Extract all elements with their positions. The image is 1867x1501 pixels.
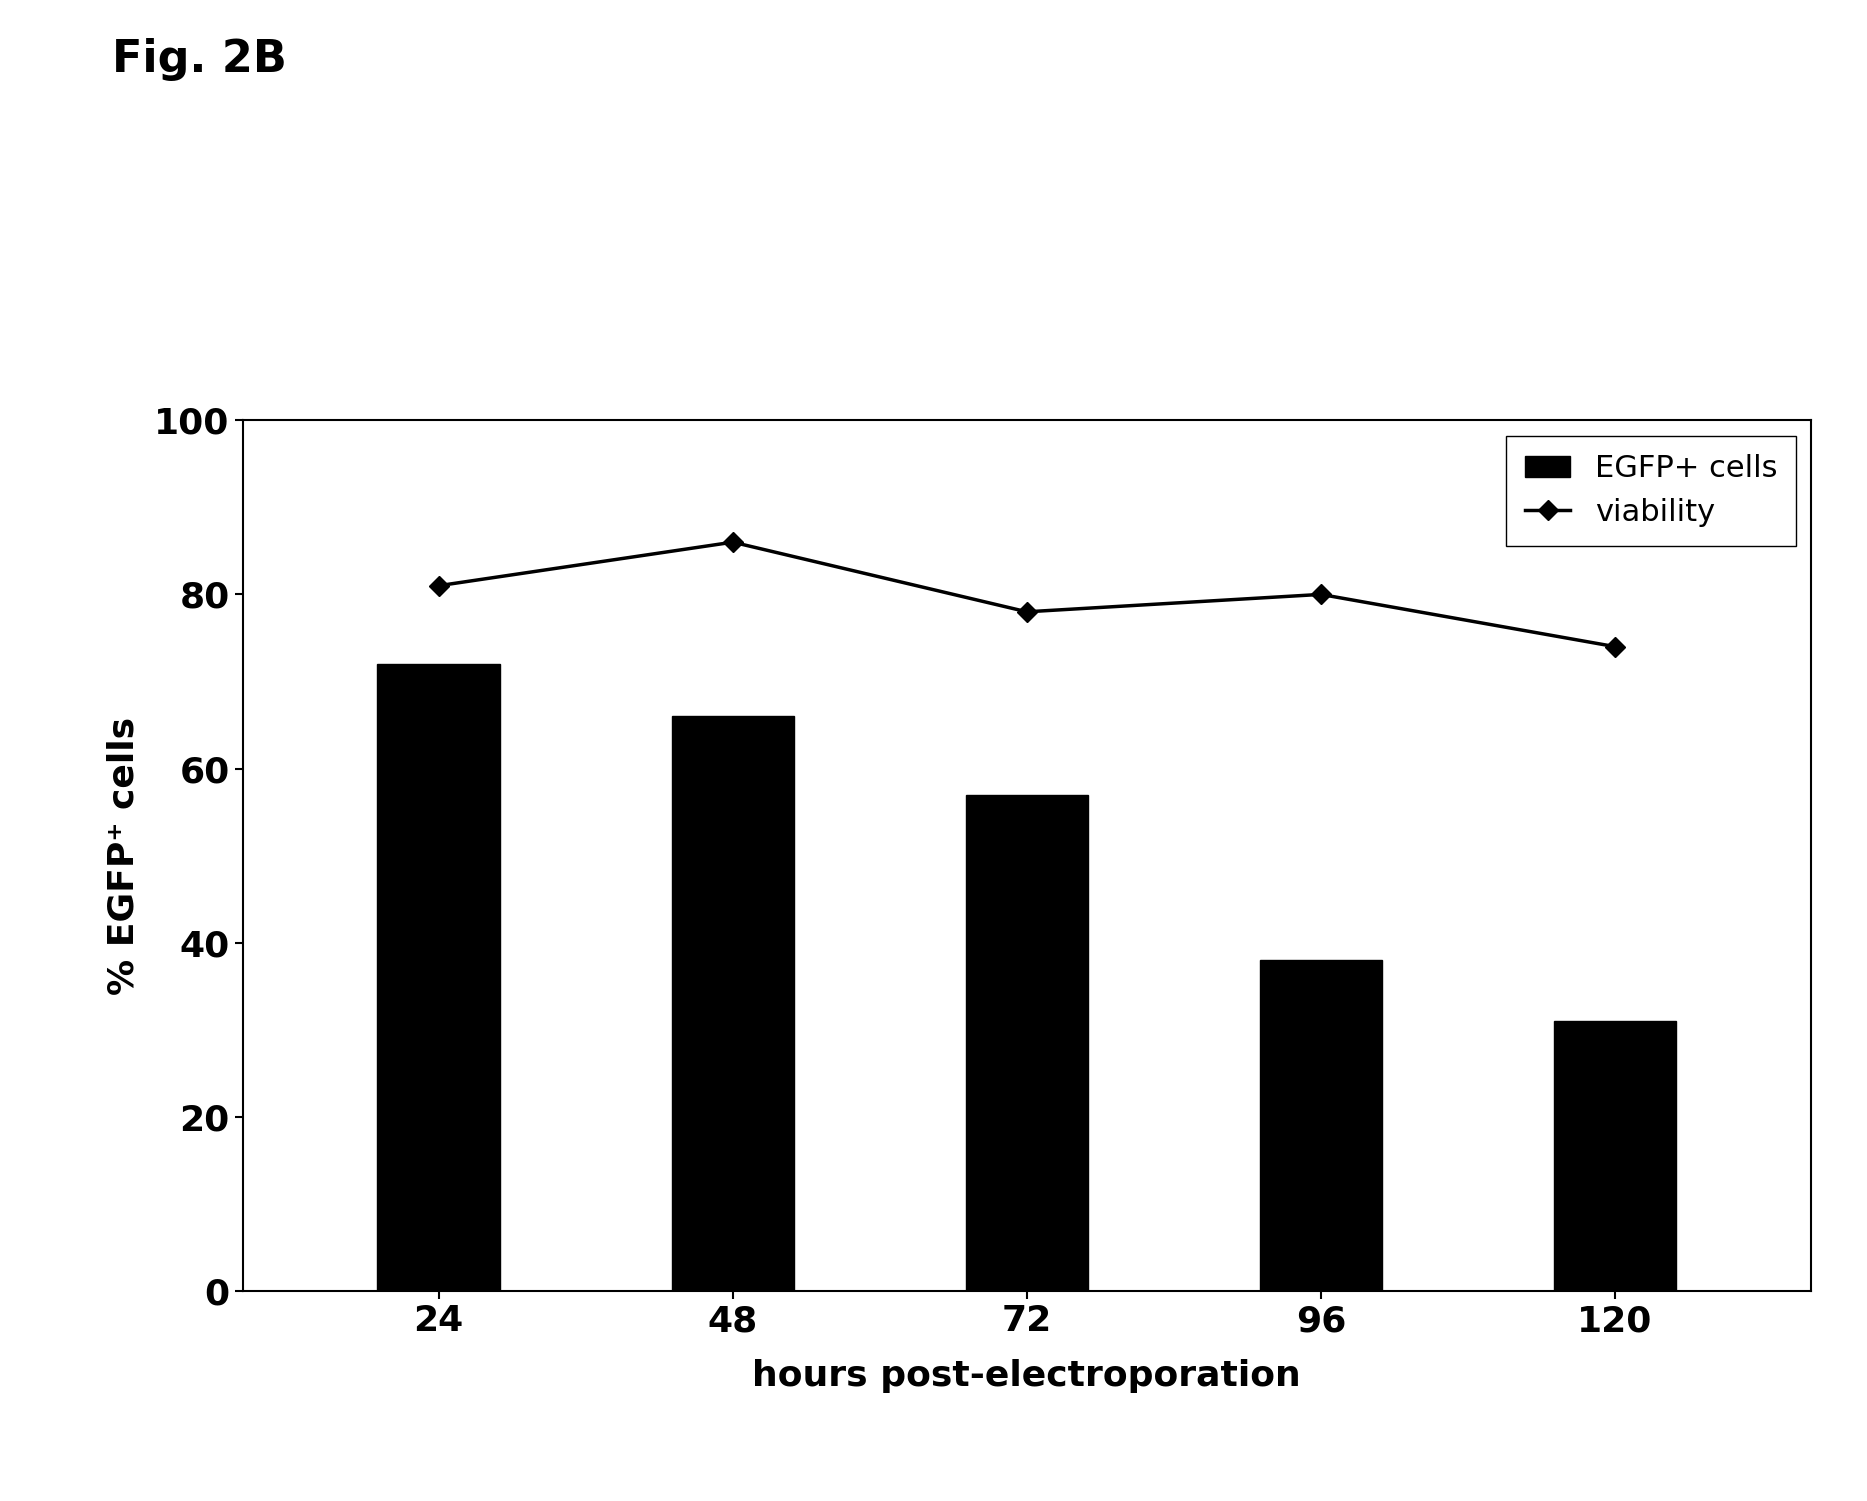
X-axis label: hours post-electroporation: hours post-electroporation (752, 1358, 1301, 1393)
Bar (672, 716, 793, 1291)
Y-axis label: % EGFP⁺ cells: % EGFP⁺ cells (106, 716, 140, 995)
Text: Fig. 2B: Fig. 2B (112, 38, 288, 81)
Legend: EGFP+ cells, viability: EGFP+ cells, viability (1507, 435, 1796, 545)
Bar (1553, 1021, 1677, 1291)
Bar (377, 663, 500, 1291)
Bar (965, 794, 1088, 1291)
Bar (1260, 961, 1382, 1291)
